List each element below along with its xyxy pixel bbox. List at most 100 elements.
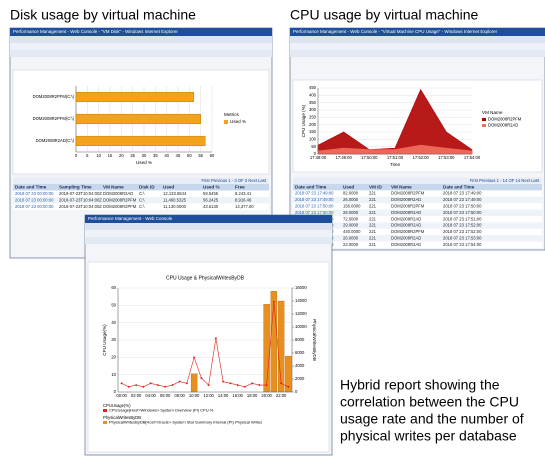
y2-tick-label: 4000	[295, 363, 305, 368]
marker	[279, 382, 283, 385]
y2-tick-label: 12000	[295, 311, 307, 316]
y2-tick-label: 14000	[295, 298, 307, 303]
x-tick-label: 02:00	[131, 393, 142, 398]
y-tick-label: 400	[309, 92, 317, 97]
table-cell: 14,377.00	[235, 204, 254, 209]
table-row	[293, 196, 542, 204]
x-tick-label: 20	[119, 153, 124, 158]
table-header	[293, 184, 542, 191]
table-cell: 221	[369, 197, 377, 202]
marker	[192, 356, 196, 359]
bar	[75, 135, 206, 147]
toolbar	[10, 43, 272, 50]
bar	[270, 291, 278, 393]
legend-swatch	[103, 421, 107, 424]
table-row	[293, 241, 542, 248]
marker	[142, 385, 145, 388]
table-cell: 11,460.5325	[163, 197, 187, 202]
bar	[75, 113, 201, 125]
marker	[200, 376, 203, 380]
table-cell: DOM2008R2PFM	[103, 197, 137, 202]
table-cell: 2018 07 23 17:50:00	[295, 210, 334, 215]
table-cell: C:\	[139, 191, 145, 196]
toolbar	[85, 237, 332, 244]
table-cell: 2018 07 23 17:49:00	[443, 191, 482, 196]
legend-swatch	[482, 118, 486, 121]
y-tick-label: DOM2008R2PFM(C:\)	[33, 94, 75, 99]
x-tick-label: 35	[153, 153, 158, 158]
area	[317, 144, 473, 155]
table-cell: 2018-07-23T10:04:00Z	[59, 191, 102, 196]
x-tick-label: 40	[164, 153, 169, 158]
table-cell: 2018 07 23 17:50:00	[443, 204, 482, 209]
y-tick-label: DOM2008R2AD(C:\)	[36, 138, 75, 143]
x-tick-label: 00:00	[116, 393, 127, 398]
table-cell: DOM2008R2PFM	[391, 229, 425, 234]
table-cell: 26.0000	[343, 197, 359, 202]
marker	[156, 383, 160, 387]
toolbar	[10, 50, 272, 57]
table-cell: 221	[369, 229, 377, 234]
marker	[207, 383, 210, 387]
marker	[178, 380, 181, 383]
y-tick-label: 20	[111, 354, 116, 359]
table-cell: 2018 07 23 17:50:00	[443, 210, 482, 215]
table-cell: 2018 07 23 17:52:00	[443, 223, 482, 228]
table-cell: 2018 07 23 17:49:00	[295, 191, 334, 196]
title-bar	[85, 215, 332, 223]
line	[121, 301, 289, 388]
column-header: Date and Time	[443, 184, 475, 189]
table-cell: 2018 07 23 00:00:00	[15, 191, 54, 196]
pager: First Previous 1 - 3 OF 3 Next Last	[202, 178, 267, 183]
table-row	[293, 209, 542, 216]
legend-label: DOM2008R2AD	[488, 123, 518, 128]
table-cell: 221	[369, 191, 377, 196]
table-cell: DOM2008R2AD	[391, 223, 421, 228]
table-cell: DOM2008R2AD	[391, 216, 421, 221]
x-tick-label: 12:00	[203, 393, 214, 398]
y-tick-label: 30	[111, 337, 116, 342]
column-header: Sampling Time	[59, 184, 92, 189]
legend-group: CPUUsage(%)	[103, 403, 131, 408]
toolbar	[290, 43, 545, 50]
table-cell: DOM2008R2AD	[391, 236, 421, 241]
table-cell: C:\	[139, 204, 145, 209]
x-tick-label: 17:54:00	[464, 155, 481, 160]
column-header: Used	[163, 184, 174, 189]
marker	[265, 383, 268, 387]
y2-tick-label: 16000	[295, 285, 307, 290]
window-title: Performance Management - Web Console - "…	[293, 29, 498, 34]
column-header: Used	[343, 184, 354, 189]
x-tick-label: 15	[108, 153, 113, 158]
pager-bar	[13, 177, 269, 184]
column-header: Free	[235, 184, 245, 189]
table-cell: DOM2008R2PFM	[391, 191, 425, 196]
y-tick-label: 200	[309, 122, 317, 127]
toolbar	[85, 230, 332, 237]
bar	[75, 91, 195, 103]
table-header	[13, 184, 269, 191]
marker	[258, 383, 261, 387]
table-row	[293, 228, 542, 236]
y-tick-label: 10	[111, 372, 116, 377]
bar	[190, 373, 198, 393]
table-cell: 12,133.5844	[163, 191, 187, 196]
table-row	[293, 222, 542, 229]
window-title: Performance Management - Web Console - "…	[13, 29, 178, 34]
toolbar	[290, 36, 545, 43]
legend-label: CPUUsage[Host=Windows> System Overview (…	[109, 408, 214, 413]
x-tick-label: 14:00	[218, 393, 229, 398]
x-tick-label: 60	[210, 153, 215, 158]
table-row	[293, 216, 542, 223]
table-cell: 2018 07 23 00:00:00	[15, 204, 54, 209]
table-cell: 72.0000	[343, 216, 359, 221]
toolbar	[10, 36, 272, 43]
table-row	[293, 235, 542, 242]
marker	[120, 382, 123, 385]
table-cell: 59.5455	[203, 191, 219, 196]
column-header: Date and Time	[15, 184, 47, 189]
x-tick-label: 08:00	[174, 393, 185, 398]
table-cell: 221	[369, 242, 377, 247]
legend-swatch	[482, 124, 486, 127]
